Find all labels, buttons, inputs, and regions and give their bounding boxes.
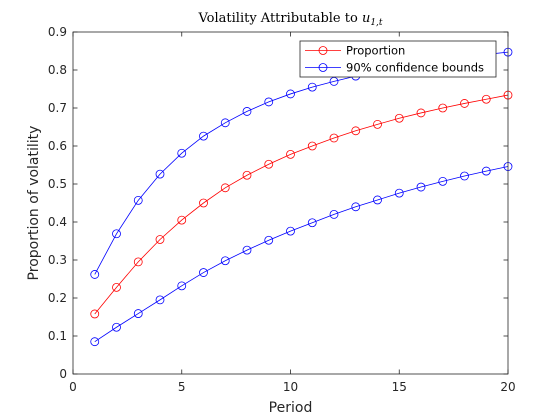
data-point-proportion xyxy=(177,215,187,225)
data-point-upper-confidence-bound xyxy=(329,77,339,86)
y-tick-label: 0.4 xyxy=(48,215,67,229)
chart-title: Volatility Attributable to u1,t xyxy=(197,11,382,28)
data-point-lower-confidence-bound xyxy=(416,182,426,192)
y-tick-label: 0 xyxy=(59,367,67,381)
legend-label-confidence-bounds: 90% confidence bounds xyxy=(346,61,484,75)
data-point-proportion xyxy=(307,141,317,151)
x-tick-label: 20 xyxy=(500,380,515,394)
chart-title-math: u xyxy=(362,11,370,26)
data-point-lower-confidence-bound xyxy=(155,295,165,305)
data-point-upper-confidence-bound xyxy=(264,97,274,107)
data-point-lower-confidence-bound xyxy=(242,245,252,255)
data-point-upper-confidence-bound xyxy=(133,195,143,205)
data-point-proportion xyxy=(394,113,404,123)
data-point-proportion xyxy=(438,103,448,113)
data-point-proportion xyxy=(329,133,339,143)
data-point-proportion xyxy=(481,94,491,104)
y-tick-label: 0.3 xyxy=(48,253,67,267)
data-point-proportion xyxy=(286,149,295,159)
data-point-lower-confidence-bound xyxy=(220,256,230,266)
series-proportion xyxy=(90,90,513,319)
series-lower-confidence-bound xyxy=(90,162,513,347)
data-point-lower-confidence-bound xyxy=(177,281,187,291)
legend: Proportion 90% confidence bounds xyxy=(299,40,497,78)
data-point-lower-confidence-bound xyxy=(481,166,491,176)
plot-background xyxy=(73,32,508,374)
y-tick-label: 0.5 xyxy=(48,177,67,191)
chart-title-math-subscript: 1,t xyxy=(370,18,383,28)
data-point-lower-confidence-bound xyxy=(133,309,143,318)
y-tick-label: 0.9 xyxy=(48,25,67,39)
data-point-lower-confidence-bound xyxy=(286,226,295,236)
x-tick-label: 5 xyxy=(178,380,186,394)
data-point-proportion xyxy=(373,119,382,129)
data-point-upper-confidence-bound xyxy=(199,131,208,141)
data-point-proportion xyxy=(90,309,100,319)
data-point-lower-confidence-bound xyxy=(264,235,274,245)
data-point-proportion xyxy=(155,235,165,244)
x-tick-label: 10 xyxy=(283,380,298,394)
y-tick-label: 0.1 xyxy=(48,329,67,343)
y-axis-label: Proportion of volatility xyxy=(26,126,42,281)
legend-marker-confidence-bounds xyxy=(318,63,328,72)
y-tick-label: 0.7 xyxy=(48,101,67,115)
chart-title-text: Volatility Attributable to xyxy=(197,11,361,26)
data-point-lower-confidence-bound xyxy=(90,337,100,347)
data-point-upper-confidence-bound xyxy=(307,82,317,92)
y-tick-label: 0.8 xyxy=(48,63,67,77)
data-point-upper-confidence-bound xyxy=(286,89,295,99)
data-point-lower-confidence-bound xyxy=(394,188,404,198)
data-point-proportion xyxy=(351,126,361,136)
data-point-proportion xyxy=(416,108,426,118)
data-point-proportion xyxy=(242,170,252,180)
data-point-lower-confidence-bound xyxy=(199,268,208,277)
data-point-upper-confidence-bound xyxy=(90,270,100,279)
data-point-lower-confidence-bound xyxy=(373,195,382,205)
data-point-upper-confidence-bound xyxy=(112,229,121,239)
data-point-upper-confidence-bound xyxy=(177,148,187,158)
data-point-lower-confidence-bound xyxy=(351,202,361,212)
data-point-proportion xyxy=(264,159,274,169)
data-point-proportion xyxy=(460,99,469,108)
data-point-upper-confidence-bound xyxy=(242,107,252,116)
data-point-proportion xyxy=(199,198,208,208)
data-point-lower-confidence-bound xyxy=(460,171,469,181)
y-tick-label: 0.2 xyxy=(48,291,67,305)
data-point-upper-confidence-bound xyxy=(155,169,165,179)
ticks-layer: 0 5 10 15 20 0 0.1 0.2 0.3 0.4 0.5 0.6 0.7 0.8 0.9 xyxy=(48,25,516,394)
x-axis-label: Period xyxy=(269,400,313,416)
legend-label-proportion: Proportion xyxy=(346,44,405,58)
data-point-lower-confidence-bound xyxy=(112,322,121,332)
legend-box xyxy=(299,40,497,78)
data-point-lower-confidence-bound xyxy=(329,209,339,219)
data-point-proportion xyxy=(133,257,143,267)
data-point-lower-confidence-bound xyxy=(307,218,317,228)
data-point-upper-confidence-bound xyxy=(220,118,230,128)
x-tick-label: 15 xyxy=(392,380,407,394)
x-tick-label: 0 xyxy=(69,380,77,394)
data-point-proportion xyxy=(112,282,121,292)
legend-marker-proportion xyxy=(318,46,328,55)
data-point-lower-confidence-bound xyxy=(438,176,448,186)
y-tick-label: 0.6 xyxy=(48,139,67,153)
data-point-proportion xyxy=(220,183,230,193)
